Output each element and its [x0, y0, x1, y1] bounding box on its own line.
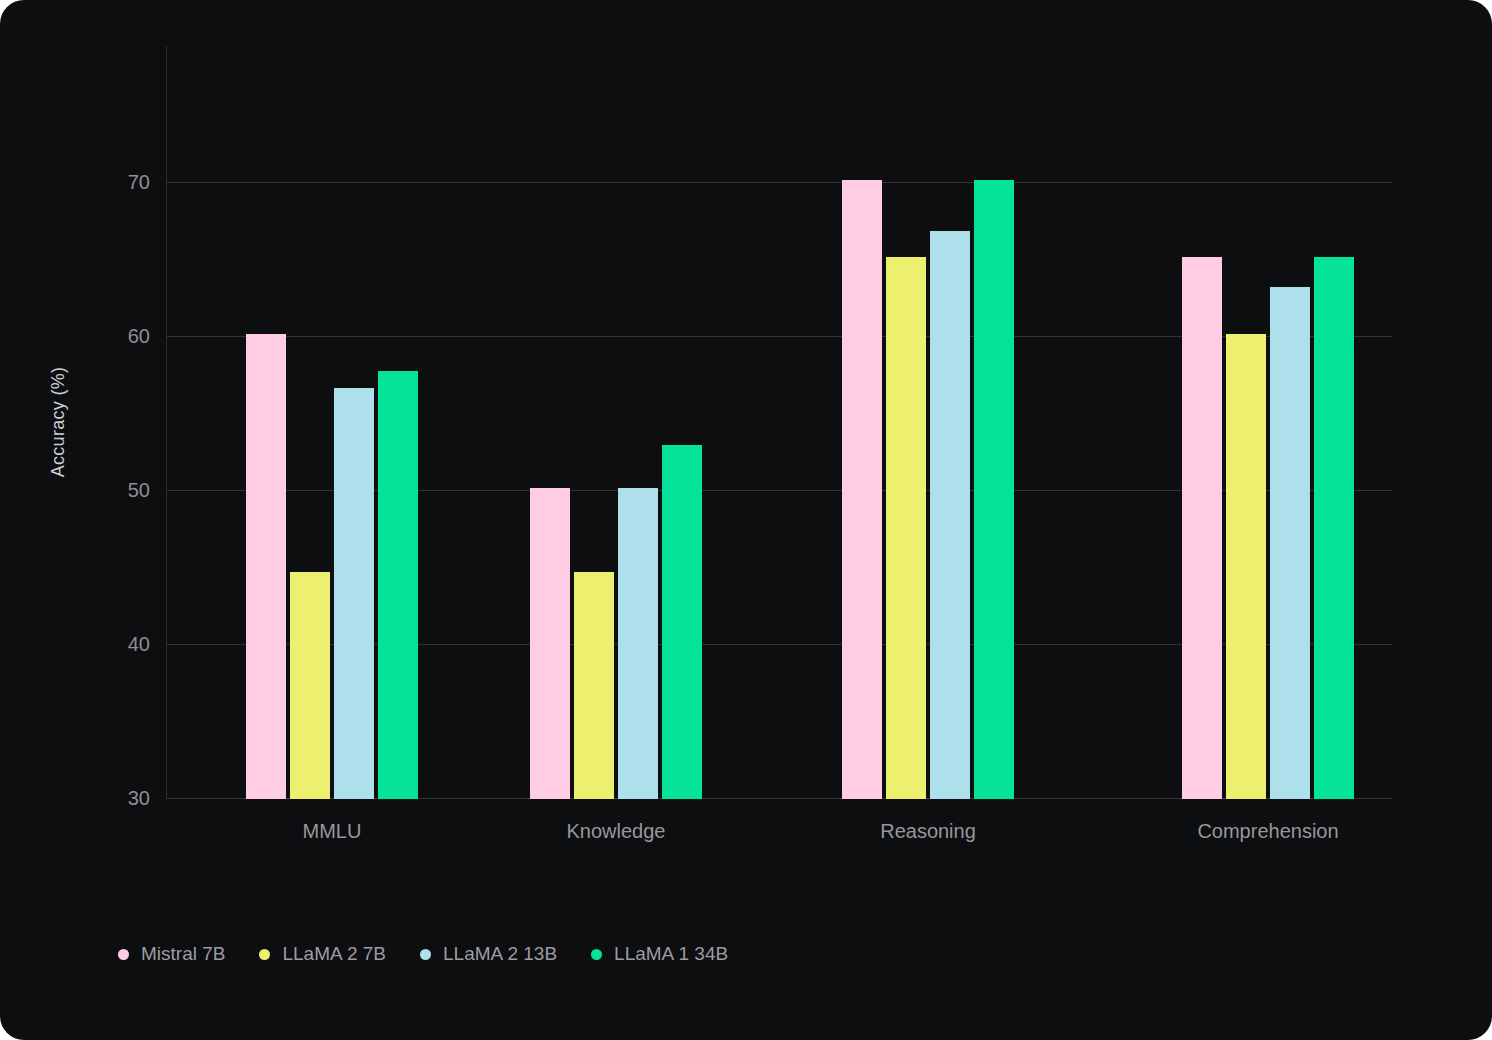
- legend-dot-mistral-7b: [118, 949, 129, 960]
- legend-label-llama-2-7b: LLaMA 2 7B: [282, 942, 386, 966]
- bar-llama-1-34b-reasoning[interactable]: [974, 180, 1014, 799]
- x-category-label-mmlu: MMLU: [202, 816, 462, 846]
- bar-llama-2-13b-reasoning[interactable]: [930, 231, 970, 799]
- legend-dot-llama-2-13b: [420, 949, 431, 960]
- bar-mistral-7b-knowledge[interactable]: [530, 488, 570, 799]
- legend-item-llama-2-13b[interactable]: LLaMA 2 13B: [420, 942, 557, 966]
- bar-llama-2-13b-comprehension[interactable]: [1270, 287, 1310, 799]
- y-tick-label-70: 70: [50, 168, 150, 196]
- y-axis-title: Accuracy (%): [48, 367, 69, 478]
- bar-llama-2-13b-knowledge[interactable]: [618, 488, 658, 799]
- bar-llama-1-34b-mmlu[interactable]: [378, 371, 418, 799]
- legend-item-mistral-7b[interactable]: Mistral 7B: [118, 942, 225, 966]
- bar-mistral-7b-comprehension[interactable]: [1182, 257, 1222, 799]
- x-category-label-knowledge: Knowledge: [486, 816, 746, 846]
- legend-dot-llama-2-7b: [259, 949, 270, 960]
- y-tick-label-60: 60: [50, 322, 150, 350]
- chart-card: 30 40 50 60 70 MMLU Knowledge Reasoning Compreh…: [0, 0, 1492, 1040]
- bar-llama-2-7b-comprehension[interactable]: [1226, 334, 1266, 799]
- y-axis-line: [166, 46, 167, 798]
- legend-label-llama-1-34b: LLaMA 1 34B: [614, 942, 728, 966]
- bar-llama-2-13b-mmlu[interactable]: [334, 388, 374, 799]
- bar-llama-1-34b-knowledge[interactable]: [662, 445, 702, 799]
- bar-llama-1-34b-comprehension[interactable]: [1314, 257, 1354, 799]
- legend-item-llama-1-34b[interactable]: LLaMA 1 34B: [591, 942, 728, 966]
- x-category-label-comprehension: Comprehension: [1138, 816, 1398, 846]
- y-tick-label-50: 50: [50, 476, 150, 504]
- bar-mistral-7b-mmlu[interactable]: [246, 334, 286, 799]
- bar-mistral-7b-reasoning[interactable]: [842, 180, 882, 799]
- x-category-label-reasoning: Reasoning: [798, 816, 1058, 846]
- legend-label-mistral-7b: Mistral 7B: [141, 942, 225, 966]
- bar-llama-2-7b-knowledge[interactable]: [574, 572, 614, 799]
- y-tick-label-30: 30: [50, 784, 150, 812]
- bar-llama-2-7b-reasoning[interactable]: [886, 257, 926, 799]
- legend-label-llama-2-13b: LLaMA 2 13B: [443, 942, 557, 966]
- bar-llama-2-7b-mmlu[interactable]: [290, 572, 330, 799]
- y-tick-label-40: 40: [50, 630, 150, 658]
- legend-dot-llama-1-34b: [591, 949, 602, 960]
- legend-item-llama-2-7b[interactable]: LLaMA 2 7B: [259, 942, 386, 966]
- legend: Mistral 7B LLaMA 2 7B LLaMA 2 13B LLaMA 1 3…: [118, 942, 728, 966]
- gridline-70: [166, 182, 1392, 183]
